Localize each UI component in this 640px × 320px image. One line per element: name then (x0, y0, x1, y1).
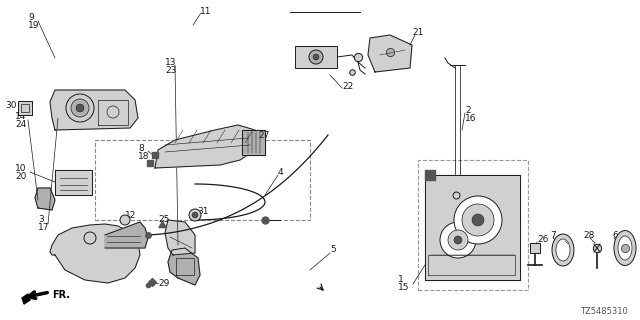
Text: 24: 24 (15, 119, 26, 129)
Text: 20: 20 (15, 172, 26, 180)
Bar (95, 140, 310, 220)
Circle shape (76, 104, 84, 112)
Circle shape (462, 204, 494, 236)
Circle shape (454, 236, 462, 244)
Text: 4: 4 (278, 167, 284, 177)
Text: 18: 18 (138, 151, 150, 161)
Polygon shape (22, 294, 30, 304)
Polygon shape (165, 220, 195, 255)
Polygon shape (242, 130, 265, 155)
Polygon shape (50, 224, 140, 283)
Circle shape (448, 230, 468, 250)
Text: FR.: FR. (52, 290, 70, 300)
Text: 27: 27 (258, 131, 269, 140)
Text: 11: 11 (200, 6, 211, 15)
Bar (295, 46, 337, 68)
Bar (21, 104, 29, 112)
Text: 28: 28 (583, 231, 595, 241)
Polygon shape (368, 35, 412, 72)
Text: 25: 25 (158, 215, 170, 225)
Text: 17: 17 (38, 223, 49, 233)
Text: 6: 6 (612, 231, 618, 241)
Text: 3: 3 (38, 215, 44, 225)
Polygon shape (425, 175, 520, 280)
Text: 21: 21 (412, 28, 424, 36)
Text: 29: 29 (158, 278, 170, 287)
Text: 7: 7 (550, 231, 556, 241)
Text: 19: 19 (28, 20, 40, 29)
Text: 8: 8 (138, 143, 144, 153)
Circle shape (189, 209, 201, 221)
Text: 31: 31 (197, 207, 209, 217)
Bar (418, 160, 528, 290)
Text: 1: 1 (398, 276, 404, 284)
Circle shape (309, 50, 323, 64)
Text: 5: 5 (330, 245, 336, 254)
Circle shape (71, 99, 89, 117)
Text: 23: 23 (165, 66, 177, 75)
Text: 12: 12 (125, 211, 136, 220)
Ellipse shape (618, 236, 632, 260)
Text: 16: 16 (465, 114, 477, 123)
Text: 2: 2 (465, 106, 470, 115)
Text: 14: 14 (15, 111, 26, 121)
Circle shape (313, 54, 319, 60)
Text: 22: 22 (342, 82, 353, 91)
Circle shape (454, 196, 502, 244)
Polygon shape (168, 248, 200, 285)
Text: 13: 13 (165, 58, 177, 67)
Text: 26: 26 (537, 236, 548, 244)
Circle shape (120, 215, 130, 225)
Text: 30: 30 (5, 100, 17, 109)
Circle shape (192, 212, 198, 218)
Polygon shape (35, 188, 55, 210)
Bar (18, 101, 32, 115)
Circle shape (472, 214, 484, 226)
Circle shape (84, 232, 96, 244)
Text: 9: 9 (28, 12, 34, 21)
Polygon shape (50, 90, 138, 130)
Ellipse shape (552, 234, 574, 266)
Circle shape (66, 94, 94, 122)
Circle shape (440, 222, 476, 258)
Polygon shape (105, 222, 148, 248)
Circle shape (107, 106, 119, 118)
Ellipse shape (556, 239, 570, 261)
Text: 10: 10 (15, 164, 26, 172)
Text: TZ5485310: TZ5485310 (580, 308, 628, 316)
Ellipse shape (614, 230, 636, 266)
Polygon shape (55, 170, 92, 195)
Polygon shape (155, 125, 258, 168)
Text: 15: 15 (398, 284, 410, 292)
